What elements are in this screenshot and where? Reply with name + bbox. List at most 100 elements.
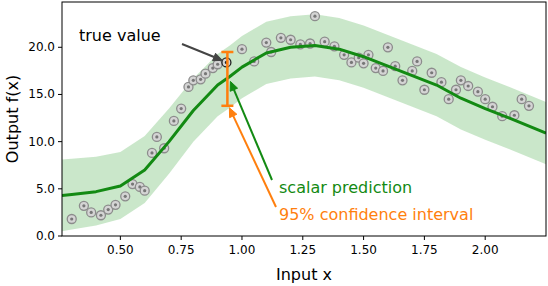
x-tick-label: 1.50 xyxy=(350,243,377,257)
data-point xyxy=(383,43,392,52)
data-point-center xyxy=(199,78,202,81)
x-axis-label: Input x xyxy=(276,265,332,284)
x-tick xyxy=(120,236,121,240)
data-point-center xyxy=(447,98,450,101)
data-point-center xyxy=(192,79,195,82)
x-tick xyxy=(485,236,486,240)
data-point xyxy=(276,33,285,42)
data-point-center xyxy=(323,40,326,43)
data-point xyxy=(359,59,368,68)
data-point xyxy=(67,215,76,224)
data-point-center xyxy=(423,88,426,91)
y-tick xyxy=(58,236,62,237)
data-point xyxy=(473,87,482,96)
error-cap xyxy=(221,51,233,54)
data-point-center xyxy=(107,208,110,211)
data-point xyxy=(111,200,120,209)
data-point-center xyxy=(143,189,146,192)
y-tick-label: 15.0 xyxy=(28,87,55,101)
data-point xyxy=(310,12,319,21)
data-point-center xyxy=(204,72,207,75)
data-point xyxy=(444,95,453,104)
data-point-center xyxy=(491,105,494,108)
x-tick-label: 0.75 xyxy=(168,243,195,257)
data-point xyxy=(524,101,533,110)
data-point xyxy=(320,37,329,46)
x-tick xyxy=(181,236,182,240)
true-value-arrow xyxy=(182,44,214,57)
data-point-center xyxy=(415,60,418,63)
data-point-center xyxy=(180,107,183,110)
data-point-center xyxy=(513,114,516,117)
data-point-center xyxy=(401,79,404,82)
x-tick xyxy=(424,236,425,240)
y-tick xyxy=(58,141,62,142)
data-point-center xyxy=(131,183,134,186)
data-point-center xyxy=(124,195,127,198)
data-point xyxy=(481,95,490,104)
annotation: true value xyxy=(79,26,161,45)
error-bar xyxy=(226,52,229,106)
y-tick-label: 5.0 xyxy=(36,182,55,196)
data-point xyxy=(517,95,526,104)
data-point-center xyxy=(350,61,353,64)
y-tick-label: 10.0 xyxy=(28,135,55,149)
confidence-band xyxy=(62,14,546,231)
x-tick xyxy=(241,236,242,240)
y-axis-label: Output f(x) xyxy=(3,75,22,163)
x-tick-label: 0.50 xyxy=(107,243,134,257)
error-cap xyxy=(221,105,233,108)
chart: 0.500.751.001.251.501.752.000.05.010.015… xyxy=(0,0,548,286)
data-point xyxy=(169,116,178,125)
data-point-center xyxy=(155,135,158,138)
data-point-center xyxy=(114,203,117,206)
data-point-center xyxy=(367,53,370,56)
plot-area xyxy=(62,12,546,232)
data-point xyxy=(398,76,407,85)
x-tick xyxy=(363,236,364,240)
data-point-center xyxy=(265,41,268,44)
y-tick xyxy=(58,94,62,95)
data-point-center xyxy=(187,85,190,88)
interval-arrow-head xyxy=(229,108,236,118)
data-point-center xyxy=(99,214,102,217)
data-point-center xyxy=(343,53,346,56)
data-point-center xyxy=(430,71,433,74)
prediction-arrow-head xyxy=(230,81,237,91)
data-point xyxy=(79,201,88,210)
data-point-center xyxy=(440,81,443,84)
data-point-center xyxy=(520,98,523,101)
x-tick-label: 1.25 xyxy=(289,243,316,257)
data-point-center xyxy=(240,48,243,51)
data-point-center xyxy=(484,98,487,101)
data-point-center xyxy=(172,119,175,122)
annotation: 95% confidence interval xyxy=(279,205,473,224)
data-point-center xyxy=(150,151,153,154)
data-point-center xyxy=(527,104,530,107)
x-tick xyxy=(302,236,303,240)
annotation: scalar prediction xyxy=(279,178,412,197)
data-point xyxy=(427,68,436,77)
y-tick xyxy=(58,47,62,48)
data-point-center xyxy=(476,90,479,93)
data-point xyxy=(464,81,473,90)
data-point-center xyxy=(411,69,414,72)
plot-frame xyxy=(62,2,546,236)
prediction-arrow xyxy=(234,90,272,180)
y-tick-label: 0.0 xyxy=(36,229,55,243)
data-point-center xyxy=(454,88,457,91)
y-tick xyxy=(58,188,62,189)
data-point-center xyxy=(381,69,384,72)
data-point xyxy=(121,192,130,201)
data-point xyxy=(262,38,271,47)
data-point xyxy=(140,186,149,195)
data-point-center xyxy=(279,36,282,39)
data-point-center xyxy=(362,62,365,65)
data-point xyxy=(177,104,186,113)
data-point xyxy=(413,57,422,66)
data-point-center xyxy=(467,84,470,87)
data-point xyxy=(152,132,161,141)
x-tick-label: 2.00 xyxy=(472,243,499,257)
x-tick-label: 1.00 xyxy=(229,243,256,257)
data-point-center xyxy=(459,79,462,82)
